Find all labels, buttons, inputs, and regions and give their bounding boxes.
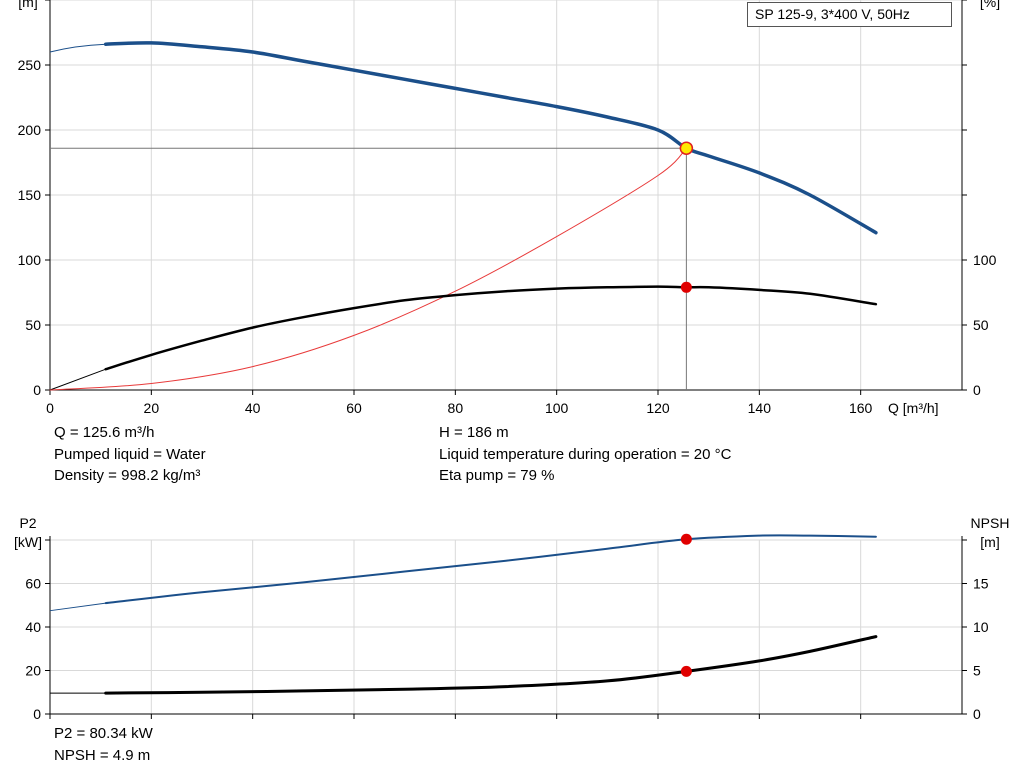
left-axis-unit: [m] <box>18 0 37 10</box>
right-tick-label: 50 <box>973 317 989 333</box>
duty-point-eta <box>680 281 692 293</box>
left-axis-unit: [kW] <box>14 534 42 550</box>
left-tick-label: 20 <box>25 663 41 679</box>
left-tick-label: 40 <box>25 619 41 635</box>
head-curve <box>103 41 878 235</box>
duty-point-power <box>680 533 692 545</box>
x-tick-label: 40 <box>245 400 261 416</box>
x-tick-label: 160 <box>849 400 873 416</box>
right-axis-title: NPSH <box>971 515 1010 531</box>
left-tick-label: 50 <box>25 317 41 333</box>
duty-point-head <box>679 141 694 155</box>
left-tick-label: 200 <box>18 122 42 138</box>
right-axis-unit: [%] <box>980 0 1000 10</box>
info-flow: Q = 125.6 m³/h <box>54 424 155 441</box>
right-tick-label: 100 <box>973 252 997 268</box>
info-temperature: Liquid temperature during operation = 20… <box>439 446 732 463</box>
panel-head-eta <box>45 0 967 395</box>
duty-point-npsh <box>680 665 692 677</box>
system-curve <box>49 147 687 391</box>
pump-model-legend: SP 125-9, 3*400 V, 50Hz <box>747 2 952 27</box>
right-tick-label: 15 <box>973 576 989 592</box>
info-npsh: NPSH = 4.9 m <box>54 747 151 764</box>
info-eta: Eta pump = 79 % <box>439 467 555 484</box>
eta-curve <box>104 285 878 371</box>
info-p2: P2 = 80.34 kW <box>54 725 153 742</box>
info-liquid: Pumped liquid = Water <box>54 446 206 463</box>
eta-curve-extension <box>49 368 106 391</box>
left-tick-label: 0 <box>33 382 41 398</box>
right-tick-label: 0 <box>973 382 981 398</box>
x-tick-label: 140 <box>748 400 772 416</box>
info-density: Density = 998.2 kg/m³ <box>54 467 201 484</box>
right-axis-unit: [m] <box>980 534 999 550</box>
left-tick-label: 60 <box>25 576 41 592</box>
x-tick-label: 0 <box>46 400 54 416</box>
right-tick-label: 10 <box>973 619 989 635</box>
power-curve-extension <box>49 602 106 612</box>
left-axis-title: P2 <box>19 515 36 531</box>
pump-model-label: SP 125-9, 3*400 V, 50Hz <box>755 6 910 22</box>
head-curve-extension <box>49 43 106 53</box>
right-tick-label: 0 <box>973 706 981 722</box>
x-tick-label: 60 <box>346 400 362 416</box>
left-tick-label: 150 <box>18 187 42 203</box>
info-head: H = 186 m <box>439 424 509 441</box>
power-curve <box>104 534 877 605</box>
left-tick-label: 0 <box>33 706 41 722</box>
x-tick-label: 120 <box>646 400 670 416</box>
npsh-curve <box>104 635 878 695</box>
left-tick-label: 250 <box>18 57 42 73</box>
x-axis-title: Q [m³/h] <box>888 400 939 416</box>
left-tick-label: 100 <box>18 252 42 268</box>
right-tick-label: 5 <box>973 663 981 679</box>
x-tick-label: 80 <box>448 400 464 416</box>
x-tick-label: 20 <box>144 400 160 416</box>
x-tick-label: 100 <box>545 400 569 416</box>
